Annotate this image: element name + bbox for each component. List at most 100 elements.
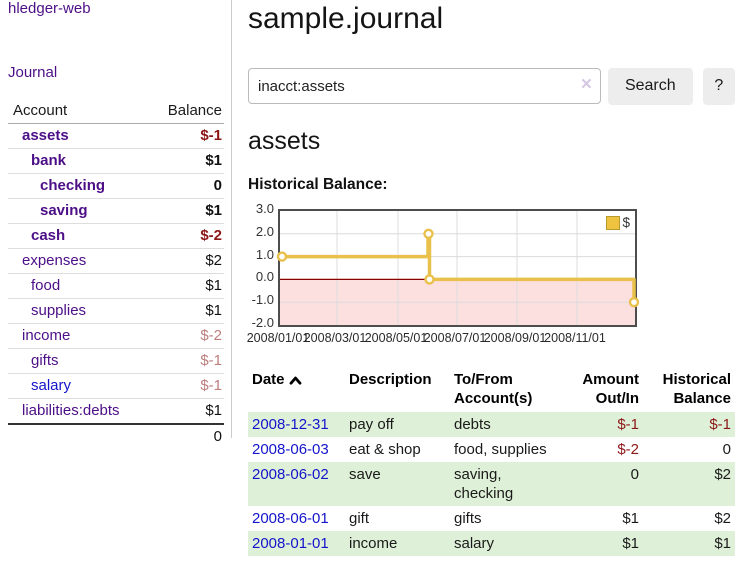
account-link-expenses[interactable]: expenses: [22, 252, 87, 269]
main-content: sample.journal × Search ? assets Histori…: [233, 0, 742, 556]
account-link-salary[interactable]: salary: [31, 377, 72, 394]
y-axis-tick: 0.0: [255, 269, 274, 284]
help-button[interactable]: ?: [702, 67, 735, 105]
register-row: 2008-01-01 income salary $1 $1: [248, 531, 735, 556]
accounts-header-account: Account: [8, 100, 149, 124]
transaction-accounts: salary: [454, 535, 495, 552]
transaction-balance: 0: [722, 441, 731, 458]
account-row: liabilities:debts $1: [8, 398, 224, 424]
account-balance: $1: [148, 273, 224, 299]
account-row: cash $-2: [8, 223, 224, 249]
transaction-description: eat & shop: [349, 441, 421, 458]
account-link-liabilities-debts[interactable]: liabilities:debts: [22, 402, 120, 419]
transaction-accounts: food, supplies: [454, 441, 547, 458]
account-link-assets[interactable]: assets: [22, 127, 69, 144]
account-row: supplies $1: [8, 298, 224, 324]
account-link-cash[interactable]: cash: [31, 227, 66, 244]
accounts-header-balance: Balance: [148, 100, 224, 124]
chevron-up-icon: [289, 371, 302, 390]
transaction-balance: $-1: [709, 416, 731, 433]
register-row: 2008-12-31 pay off debts $-1 $-1: [248, 412, 735, 437]
transaction-description: income: [349, 535, 398, 552]
account-balance: $-1: [200, 127, 222, 144]
transaction-balance: $1: [714, 535, 731, 552]
account-link-supplies[interactable]: supplies: [31, 302, 87, 319]
accounts-total-row: 0: [8, 423, 224, 449]
register-header-amount: Amount Out/In: [582, 371, 639, 407]
transaction-description: save: [349, 466, 381, 483]
historical-balance-chart: 3.0 2.0 1.0 0.0 -1.0 -2.0: [247, 201, 735, 352]
x-axis-tick: 2008/05/01: [364, 331, 428, 345]
transaction-amount: 0: [630, 466, 639, 483]
account-balance: $-2: [148, 223, 224, 249]
transaction-date-link[interactable]: 2008-06-01: [252, 510, 329, 527]
x-axis-tick: 2008/01/01: [246, 331, 310, 345]
account-title: assets: [248, 127, 321, 155]
clear-search-icon[interactable]: ×: [580, 74, 592, 95]
account-balance: 0: [148, 173, 224, 199]
x-axis-tick: 2008/03/01: [303, 331, 367, 345]
search-form: × Search ?: [248, 67, 735, 105]
chart-legend: $: [606, 215, 630, 230]
transaction-accounts: gifts: [454, 510, 482, 527]
transaction-description: gift: [349, 510, 370, 527]
account-balance: $1: [148, 398, 224, 424]
register-header-date[interactable]: Date: [248, 368, 345, 412]
sidebar: hledger-web Journal Account Balance asse…: [0, 0, 232, 449]
y-axis-tick: 1.0: [255, 247, 274, 262]
account-link-saving[interactable]: saving: [40, 202, 88, 219]
account-balance: $-1: [148, 373, 224, 399]
y-axis-tick: 2.0: [255, 224, 274, 239]
transaction-accounts: saving, checking: [454, 466, 514, 502]
accounts-total: 0: [148, 423, 224, 449]
chart-title: Historical Balance:: [248, 176, 388, 193]
account-row: saving $1: [8, 198, 224, 224]
accounts-table: Account Balance assets $-1 bank $1 checkin…: [8, 100, 224, 449]
account-balance: $-2: [148, 323, 224, 349]
transaction-date-link[interactable]: 2008-01-01: [252, 535, 329, 552]
plot-area: $: [276, 209, 640, 327]
transaction-accounts: debts: [454, 416, 491, 433]
account-balance: $1: [148, 298, 224, 324]
x-axis-tick: 2008/07/01: [423, 331, 487, 345]
transaction-amount: $1: [622, 510, 639, 527]
register-row: 2008-06-03 eat & shop food, supplies $-2…: [248, 437, 735, 462]
register-header-accounts: To/From Account(s): [454, 371, 533, 407]
page-title: sample.journal: [248, 2, 444, 35]
account-row: gifts $-1: [8, 348, 224, 374]
chart-canvas: [276, 211, 640, 325]
account-link-bank[interactable]: bank: [31, 152, 67, 169]
account-link-food[interactable]: food: [31, 277, 61, 294]
account-row: salary $-1: [8, 373, 224, 399]
search-input[interactable]: [248, 68, 601, 104]
y-axis-tick: 3.0: [255, 201, 274, 216]
legend-label: $: [622, 215, 630, 230]
transaction-balance: $2: [714, 510, 731, 527]
account-balance: $2: [148, 248, 224, 274]
account-balance: $1: [148, 198, 224, 224]
transaction-description: pay off: [349, 416, 394, 433]
transaction-amount: $-2: [617, 441, 639, 458]
transaction-date-link[interactable]: 2008-06-02: [252, 466, 329, 483]
account-balance: $1: [148, 148, 224, 174]
register-table: Date Description To/From Account(s) Amou…: [248, 368, 735, 556]
transaction-amount: $-1: [617, 416, 639, 433]
y-axis-tick: -1.0: [251, 292, 274, 307]
account-row: income $-2: [8, 323, 224, 349]
register-row: 2008-06-02 save saving, checking 0 $2: [248, 462, 735, 506]
account-link-income[interactable]: income: [22, 327, 71, 344]
account-link-gifts[interactable]: gifts: [31, 352, 59, 369]
transaction-date-link[interactable]: 2008-12-31: [252, 416, 329, 433]
account-row: checking 0: [8, 173, 224, 199]
app-brand-link[interactable]: hledger-web: [8, 0, 91, 17]
account-row: bank $1: [8, 148, 224, 174]
account-link-checking[interactable]: checking: [40, 177, 106, 194]
register-header-description: Description: [349, 371, 432, 388]
account-row: expenses $2: [8, 248, 224, 274]
x-axis-tick: 2008/11/01: [544, 331, 606, 345]
search-button[interactable]: Search: [607, 67, 693, 105]
sidebar-item-journal[interactable]: Journal: [8, 64, 58, 81]
y-axis-tick: -2.0: [251, 315, 274, 330]
transaction-date-link[interactable]: 2008-06-03: [252, 441, 329, 458]
transaction-balance: $2: [714, 466, 731, 483]
